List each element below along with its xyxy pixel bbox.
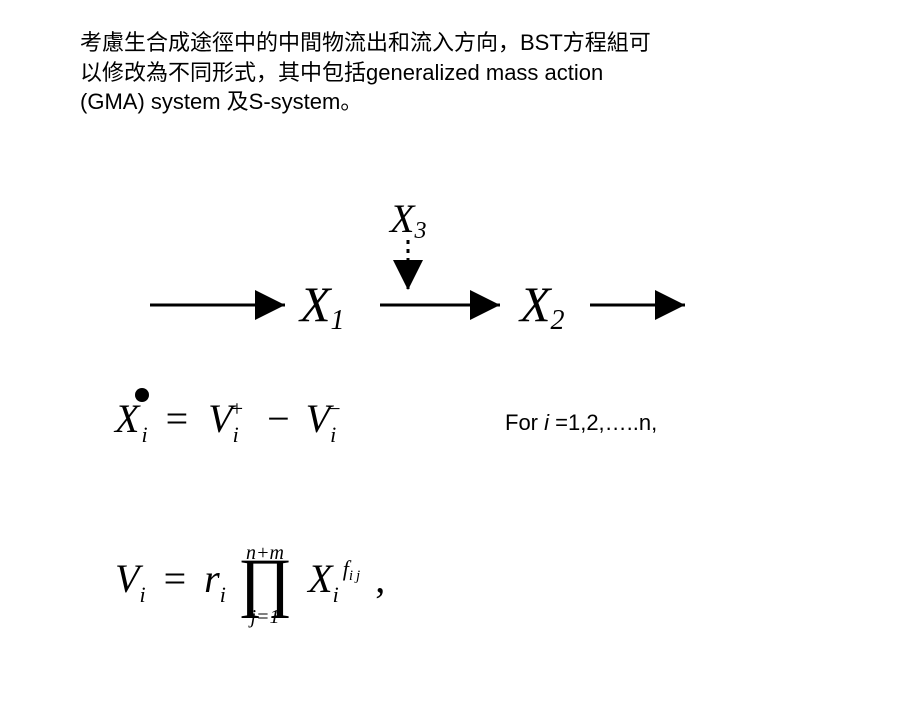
eq1-V1: V [208,396,232,441]
label-x1: X1 [300,275,345,333]
equation-2: Vi = ri n+m ∏ j=1 Xifij , [115,535,385,631]
x1-var: X [300,276,331,332]
eq2-X: X [308,556,332,601]
eq1-X: X [115,396,139,441]
eq2-fi: i [349,568,353,584]
equation-1: Xi = Vi+ − Vi− [115,395,349,442]
eq2-i2: i [220,582,226,607]
x1-sub: 1 [331,305,345,336]
for-c: =1,2,…..n, [549,410,657,435]
eq1-minus-op: − [267,396,290,441]
x2-var: X [520,276,551,332]
eq1-minus: − [328,396,340,421]
label-x2: X2 [520,275,565,333]
pathway-diagram-svg [0,0,920,400]
eq2-eq: = [164,556,187,601]
x3-var: X [390,196,414,241]
eq1-i2: i [233,422,239,447]
eq2-V: V [115,556,139,601]
eq1-V2: V [306,396,330,441]
eq2-i3: i [333,582,339,607]
eq2-comma: , [375,556,385,601]
eq2-jeq1: j=1 [238,607,292,627]
eq2-i1: i [139,582,145,607]
eq1-plus: + [231,396,243,421]
eq1-i3: i [330,422,336,447]
eq2-r: r [204,556,220,601]
for-text: For i =1,2,…..n, [505,410,657,436]
for-a: For [505,410,544,435]
eq1-eq: = [166,396,189,441]
eq2-fj: j [356,568,360,584]
eq1-i1: i [141,422,147,447]
label-x3: X3 [390,195,426,242]
eq2-nplusm: n+m [238,543,292,563]
x2-sub: 2 [551,305,565,336]
x3-sub: 3 [414,218,426,244]
eq2-f: f [343,556,349,581]
